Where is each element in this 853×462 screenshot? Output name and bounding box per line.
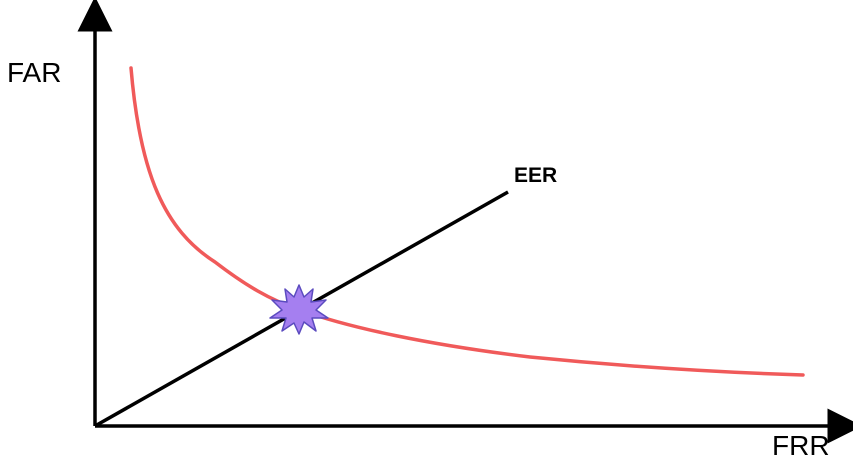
y-axis-label: FAR: [7, 57, 61, 88]
eer-label: EER: [514, 164, 557, 187]
starburst-icon: [269, 284, 329, 335]
x-axis-label: FRR: [772, 430, 830, 461]
far-frr-curve: [129, 66, 805, 377]
